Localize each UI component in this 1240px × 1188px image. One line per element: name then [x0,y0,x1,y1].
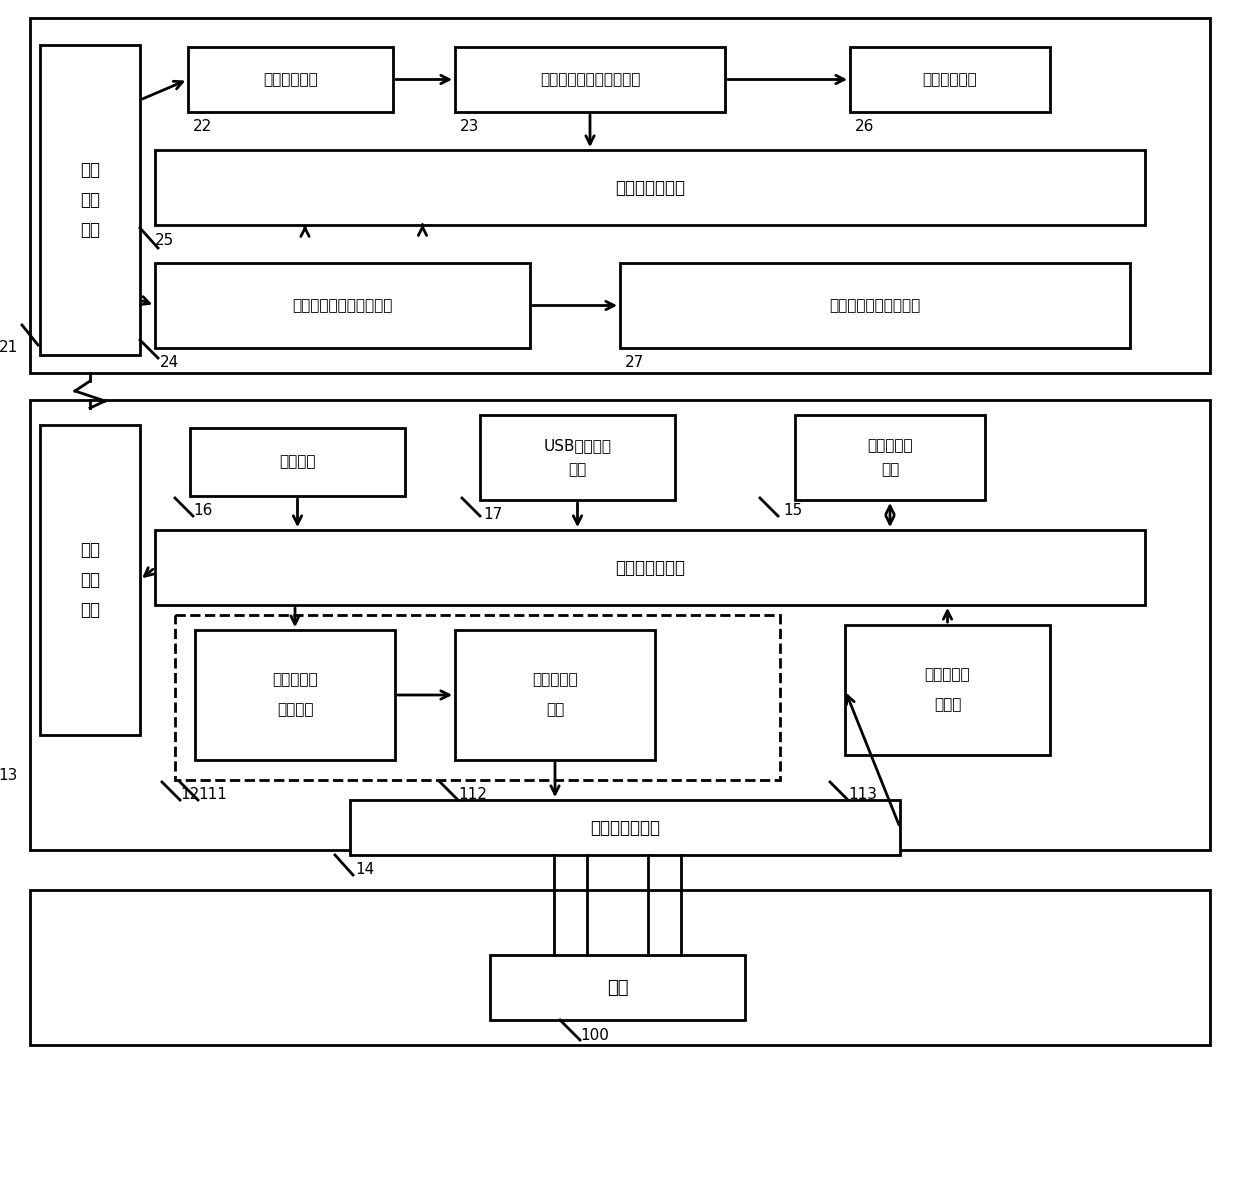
Text: 电阻抗时域特征提取模块: 电阻抗时域特征提取模块 [539,72,640,87]
Text: 交流信号接: 交流信号接 [925,668,971,682]
Bar [490,955,745,1020]
Bar [455,48,725,112]
Bar [844,625,1050,756]
Text: 无线: 无线 [81,162,100,179]
Text: 单元: 单元 [546,702,564,718]
Bar [455,630,655,760]
Text: 多通道开关模块: 多通道开关模块 [590,819,660,836]
Text: 111: 111 [198,786,227,802]
Text: 13: 13 [0,767,19,783]
Text: 24: 24 [160,355,180,369]
Text: 17: 17 [484,507,502,522]
Text: 下位机主控模块: 下位机主控模块 [615,558,684,576]
Text: 27: 27 [625,355,645,369]
Bar [30,18,1210,373]
Text: 23: 23 [460,119,480,134]
Text: 滤波处理模块: 滤波处理模块 [263,72,317,87]
Bar [40,425,140,735]
Bar [155,150,1145,225]
Text: 22: 22 [193,119,212,134]
Text: 16: 16 [193,503,212,518]
Bar [190,428,405,497]
Text: 排尿报警模块: 排尿报警模块 [923,72,977,87]
Text: 发生单元: 发生单元 [277,702,314,718]
Bar [155,263,529,348]
Text: 患者: 患者 [606,979,629,997]
Text: 信号预处理: 信号预处理 [867,438,913,453]
Text: 25: 25 [155,233,175,248]
Text: 收模块: 收模块 [934,697,961,713]
Text: 100: 100 [580,1028,609,1043]
Text: 26: 26 [856,119,874,134]
Text: 自主调节功能评估模块: 自主调节功能评估模块 [830,298,920,312]
Bar [849,48,1050,112]
Bar [350,800,900,855]
Text: 无线: 无线 [81,541,100,560]
Text: USB数据存储: USB数据存储 [543,438,611,453]
Text: 模块: 模块 [81,221,100,239]
Bar [195,630,396,760]
Text: 模块: 模块 [568,462,587,478]
Text: 电阻抗频域特征提取模块: 电阻抗频域特征提取模块 [293,298,393,312]
Text: 12: 12 [180,786,200,802]
Text: 模块: 模块 [81,601,100,619]
Bar [480,415,675,500]
Bar [40,45,140,355]
Text: 21: 21 [0,341,19,355]
Text: 接收: 接收 [81,191,100,209]
Bar [30,890,1210,1045]
Text: 14: 14 [355,862,374,877]
Text: 电源模块: 电源模块 [279,455,316,469]
Text: 112: 112 [458,786,487,802]
Bar [155,530,1145,605]
Bar [175,615,780,781]
Bar [795,415,985,500]
Text: 15: 15 [782,503,802,518]
Bar [188,48,393,112]
Text: 压控恒流源: 压控恒流源 [532,672,578,688]
Text: 接收: 接收 [81,571,100,589]
Bar [30,400,1210,849]
Text: 113: 113 [848,786,877,802]
Text: 模块: 模块 [880,462,899,478]
Text: 中频正弦波: 中频正弦波 [273,672,317,688]
Bar [620,263,1130,348]
Text: 上位机主控模块: 上位机主控模块 [615,178,684,196]
